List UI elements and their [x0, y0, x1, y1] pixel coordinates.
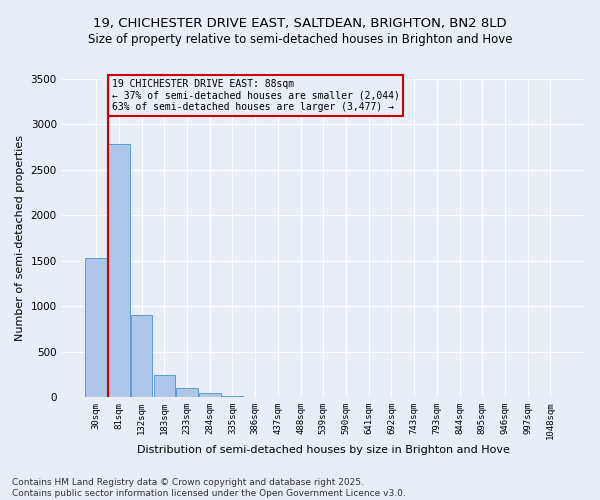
- Bar: [199, 394, 221, 397]
- Text: 19 CHICHESTER DRIVE EAST: 88sqm
← 37% of semi-detached houses are smaller (2,044: 19 CHICHESTER DRIVE EAST: 88sqm ← 37% of…: [112, 79, 400, 112]
- X-axis label: Distribution of semi-detached houses by size in Brighton and Hove: Distribution of semi-detached houses by …: [137, 445, 510, 455]
- Y-axis label: Number of semi-detached properties: Number of semi-detached properties: [15, 135, 25, 341]
- Bar: [222, 396, 243, 397]
- Bar: [131, 315, 152, 397]
- Bar: [108, 144, 130, 397]
- Text: Size of property relative to semi-detached houses in Brighton and Hove: Size of property relative to semi-detach…: [88, 32, 512, 46]
- Bar: [85, 258, 107, 397]
- Text: 19, CHICHESTER DRIVE EAST, SALTDEAN, BRIGHTON, BN2 8LD: 19, CHICHESTER DRIVE EAST, SALTDEAN, BRI…: [93, 18, 507, 30]
- Text: Contains HM Land Registry data © Crown copyright and database right 2025.
Contai: Contains HM Land Registry data © Crown c…: [12, 478, 406, 498]
- Bar: [154, 375, 175, 397]
- Bar: [176, 388, 198, 397]
